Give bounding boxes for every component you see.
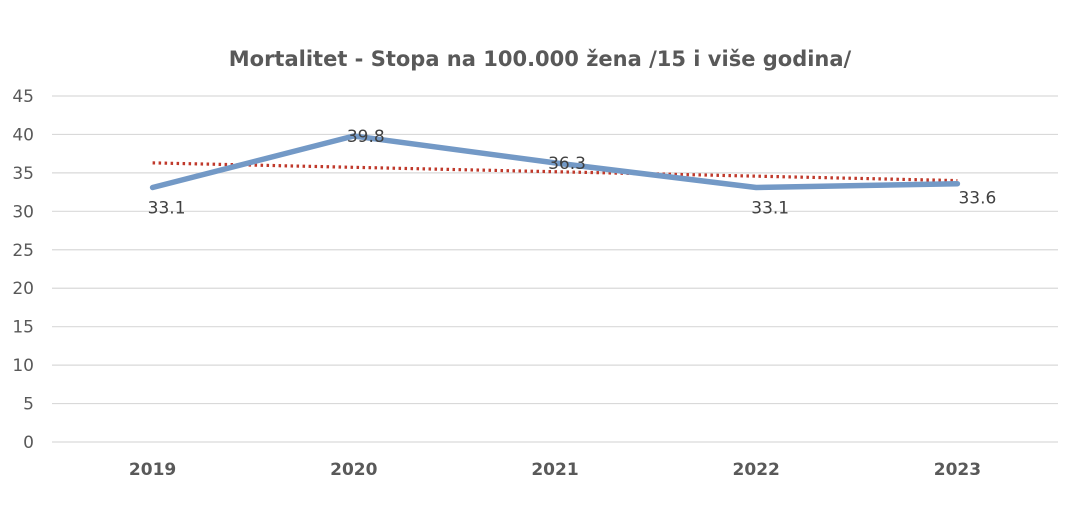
data-label: 39.8: [347, 127, 385, 147]
series-line: [149, 133, 961, 191]
data-labels: 33.1 39.8 36.3 33.1 33.6: [148, 127, 997, 219]
data-label: 33.6: [958, 189, 996, 209]
trendline-layer: [152, 161, 958, 183]
y-tick-label: 15: [12, 318, 34, 338]
y-tick-label: 35: [12, 164, 34, 184]
y-tick-label: 45: [12, 87, 34, 107]
chart-title: Mortalitet - Stopa na 100.000 žena /15 i…: [229, 47, 852, 71]
y-tick-label: 30: [12, 202, 34, 222]
data-label: 36.3: [548, 154, 586, 174]
y-tick-label: 0: [23, 433, 34, 453]
x-tick-label: 2021: [531, 460, 578, 480]
y-tick-label: 10: [12, 356, 34, 376]
trendline: [152, 161, 958, 183]
x-tick-label: 2023: [934, 460, 981, 480]
y-tick-label: 25: [12, 241, 34, 261]
data-label: 33.1: [751, 198, 789, 218]
x-axis: 2019 2020 2021 2022 2023: [129, 460, 981, 480]
y-tick-label: 20: [12, 279, 34, 299]
y-axis: 0 5 10 15 20 25 30 35 40 45: [12, 87, 34, 453]
y-tick-label: 40: [12, 125, 34, 145]
series-layer: [149, 133, 961, 191]
y-tick-label: 5: [23, 395, 34, 415]
x-tick-label: 2020: [330, 460, 377, 480]
grid-layer: [52, 95, 1058, 443]
x-tick-label: 2022: [733, 460, 780, 480]
x-tick-label: 2019: [129, 460, 176, 480]
data-label: 33.1: [148, 198, 186, 218]
